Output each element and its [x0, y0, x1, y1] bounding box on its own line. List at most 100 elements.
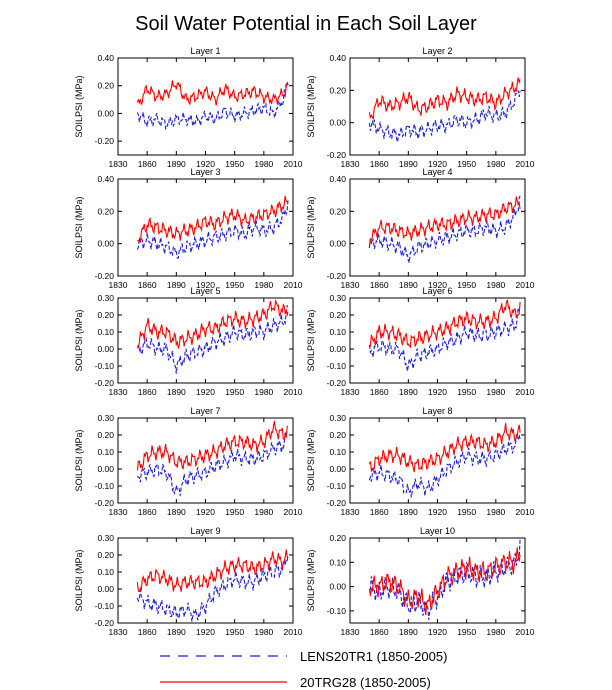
panel-8: Layer 8 -0.20 -0.10 0.00 0.10 0.20 0.30 1830 186… [306, 406, 535, 517]
x-tick-label: 1980 [486, 507, 505, 517]
y-tick-label: -0.10 [327, 481, 347, 491]
series-lens20tr1-line [136, 431, 289, 496]
y-tick-label: 0.00 [329, 582, 346, 592]
x-tick-label: 1830 [341, 159, 360, 169]
y-tick-label: -0.20 [327, 271, 347, 281]
y-axis-label: SOILPSI (MPa) [306, 75, 316, 137]
x-tick-label: 1830 [109, 387, 128, 397]
x-tick-label: 1830 [109, 627, 128, 637]
x-tick-label: 1860 [370, 159, 389, 169]
series-20trg28-line [136, 80, 289, 106]
x-tick-label: 1860 [370, 507, 389, 517]
x-tick-label: 1950 [457, 280, 476, 290]
x-tick-label: 1920 [196, 387, 215, 397]
x-tick-label: 1830 [109, 280, 128, 290]
x-tick-label: 1860 [138, 627, 157, 637]
x-tick-label: 1950 [457, 159, 476, 169]
panel-title: Layer 10 [420, 526, 455, 536]
x-tick-label: 1950 [225, 159, 244, 169]
y-tick-label: -0.20 [95, 378, 115, 388]
y-axis-label: SOILPSI (MPa) [74, 429, 84, 491]
series-20trg28-line [136, 549, 289, 593]
y-axis-label: SOILPSI (MPa) [306, 196, 316, 258]
y-tick-label: 0.40 [329, 53, 346, 63]
panel-title: Layer 3 [190, 167, 220, 177]
y-tick-label: 0.00 [97, 108, 114, 118]
y-tick-label: 0.30 [97, 413, 114, 423]
series-20trg28-line [137, 298, 289, 350]
series-lens20tr1-line [368, 434, 521, 498]
y-tick-label: -0.10 [95, 601, 115, 611]
x-tick-label: 1860 [370, 387, 389, 397]
x-tick-label: 2010 [516, 507, 535, 517]
series-20trg28-line [368, 77, 521, 120]
y-tick-label: 0.20 [329, 206, 346, 216]
y-tick-label: 0.10 [97, 327, 114, 337]
x-tick-label: 2010 [284, 387, 303, 397]
series-lens20tr1-line [369, 538, 521, 620]
y-tick-label: 0.20 [97, 430, 114, 440]
y-tick-label: 0.20 [329, 533, 346, 543]
x-tick-label: 1920 [196, 507, 215, 517]
y-tick-label: 0.20 [97, 550, 114, 560]
panel-title: Layer 7 [190, 406, 220, 416]
y-tick-label: 0.20 [97, 81, 114, 91]
y-tick-label: -0.20 [327, 498, 347, 508]
y-tick-label: 0.10 [97, 447, 114, 457]
series-lens20tr1-line [136, 305, 289, 374]
chart-title: Soil Water Potential in Each Soil Layer [135, 13, 477, 35]
x-tick-label: 1890 [167, 387, 186, 397]
legend-label-20trg28: 20TRG28 (1850-2005) [300, 675, 431, 690]
y-tick-label: -0.20 [95, 136, 115, 146]
x-tick-label: 1950 [225, 507, 244, 517]
series-lens20tr1-line [136, 198, 289, 259]
y-axis-label: SOILPSI (MPa) [74, 196, 84, 258]
x-tick-label: 1890 [167, 159, 186, 169]
series-20trg28-line [137, 195, 289, 243]
x-tick-label: 1890 [399, 507, 418, 517]
series-lens20tr1-line [368, 305, 521, 372]
panel-frame [349, 537, 526, 624]
series-lens20tr1-line [368, 195, 521, 264]
x-tick-label: 1980 [486, 627, 505, 637]
legend-label-lens: LENS20TR1 (1850-2005) [300, 649, 447, 664]
x-tick-label: 2010 [516, 159, 535, 169]
y-tick-label: -0.20 [327, 378, 347, 388]
x-tick-label: 1980 [254, 627, 273, 637]
y-tick-label: -0.10 [327, 606, 347, 616]
panel-9: Layer 9 -0.20 -0.10 0.00 0.10 0.20 0.30 1830 186… [74, 526, 303, 637]
y-axis-label: SOILPSI (MPa) [306, 549, 316, 611]
y-tick-label: 0.30 [97, 293, 114, 303]
panel-7: Layer 7 -0.20 -0.10 0.00 0.10 0.20 0.30 1830 186… [74, 406, 303, 517]
y-tick-label: 0.00 [97, 584, 114, 594]
x-tick-label: 1890 [399, 159, 418, 169]
y-tick-label: 0.30 [97, 533, 114, 543]
y-tick-label: 0.40 [97, 174, 114, 184]
x-tick-label: 1980 [486, 387, 505, 397]
y-tick-label: 0.20 [329, 85, 346, 95]
series-lens20tr1-line [136, 554, 289, 622]
x-tick-label: 1890 [399, 280, 418, 290]
legend: LENS20TR1 (1850-2005) 20TRG28 (1850-2005… [160, 649, 447, 690]
panel-frame [117, 297, 294, 384]
panel-title: Layer 6 [422, 286, 452, 296]
series-20trg28-line [368, 196, 521, 245]
x-tick-label: 1890 [399, 387, 418, 397]
y-axis-label: SOILPSI (MPa) [306, 309, 316, 371]
panel-frame [349, 57, 526, 156]
x-tick-label: 2010 [284, 280, 303, 290]
x-tick-label: 1950 [225, 280, 244, 290]
x-tick-label: 2010 [284, 159, 303, 169]
panels: Layer 1 -0.20 0.00 0.20 0.40 1830 1860 1890 1920… [74, 46, 535, 637]
x-tick-label: 1890 [167, 627, 186, 637]
x-tick-label: 1860 [138, 507, 157, 517]
panel-6: Layer 6 -0.20 -0.10 0.00 0.10 0.20 0.30 1830 186… [306, 286, 535, 397]
x-tick-label: 1860 [370, 280, 389, 290]
y-tick-label: 0.00 [97, 464, 114, 474]
y-tick-label: -0.20 [95, 618, 115, 628]
y-tick-label: -0.10 [327, 361, 347, 371]
y-tick-label: 0.00 [329, 464, 346, 474]
x-tick-label: 1830 [341, 280, 360, 290]
panel-3: Layer 3 -0.20 0.00 0.20 0.40 1830 1860 1890 1920… [74, 167, 303, 290]
